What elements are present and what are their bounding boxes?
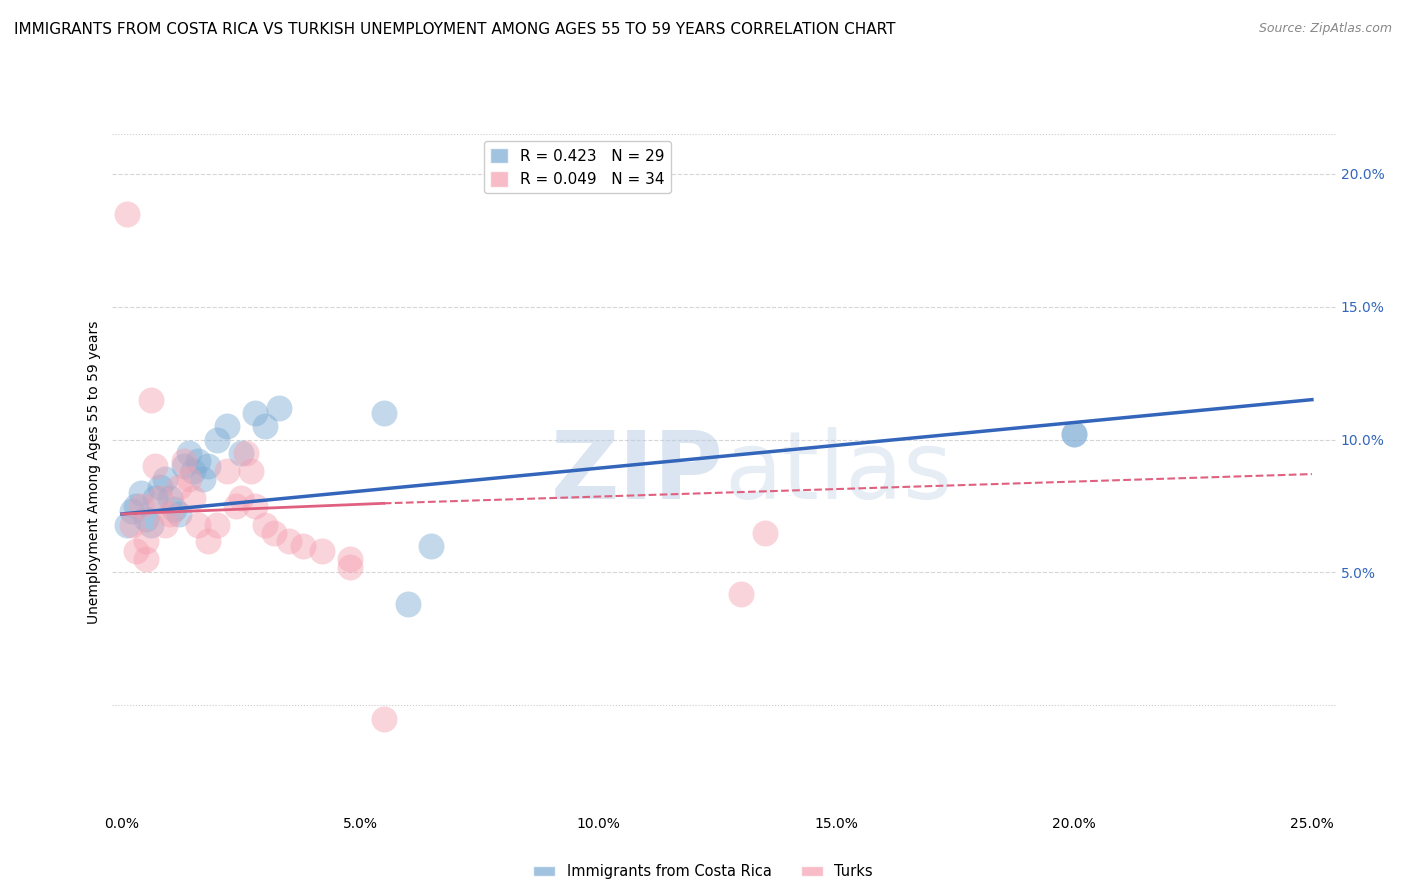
- Point: [159, 507, 181, 521]
- Point: [177, 472, 200, 486]
- Point: [143, 491, 166, 505]
- Point: [205, 433, 228, 447]
- Legend: R = 0.423   N = 29, R = 0.049   N = 34: R = 0.423 N = 29, R = 0.049 N = 34: [484, 142, 671, 194]
- Point: [115, 206, 138, 220]
- Point: [225, 499, 247, 513]
- Point: [173, 459, 195, 474]
- Point: [135, 512, 157, 526]
- Point: [135, 533, 157, 548]
- Point: [339, 560, 361, 574]
- Point: [129, 499, 152, 513]
- Point: [1063, 427, 1085, 442]
- Point: [205, 517, 228, 532]
- Point: [1063, 427, 1085, 442]
- Point: [125, 544, 148, 558]
- Point: [167, 507, 190, 521]
- Point: [143, 459, 166, 474]
- Text: ZIP: ZIP: [551, 426, 724, 519]
- Point: [311, 544, 333, 558]
- Point: [277, 533, 299, 548]
- Point: [396, 598, 419, 612]
- Point: [183, 465, 205, 479]
- Point: [197, 459, 219, 474]
- Point: [267, 401, 290, 415]
- Point: [373, 406, 395, 420]
- Point: [153, 517, 176, 532]
- Point: [149, 480, 172, 494]
- Point: [373, 712, 395, 726]
- Point: [215, 419, 238, 434]
- Text: IMMIGRANTS FROM COSTA RICA VS TURKISH UNEMPLOYMENT AMONG AGES 55 TO 59 YEARS COR: IMMIGRANTS FROM COSTA RICA VS TURKISH UN…: [14, 22, 896, 37]
- Point: [253, 419, 276, 434]
- Point: [159, 491, 181, 505]
- Y-axis label: Unemployment Among Ages 55 to 59 years: Unemployment Among Ages 55 to 59 years: [87, 321, 101, 624]
- Point: [135, 552, 157, 566]
- Point: [115, 517, 138, 532]
- Point: [149, 491, 172, 505]
- Point: [730, 587, 752, 601]
- Point: [177, 446, 200, 460]
- Point: [754, 525, 776, 540]
- Point: [121, 517, 143, 532]
- Point: [215, 465, 238, 479]
- Point: [183, 491, 205, 505]
- Text: Source: ZipAtlas.com: Source: ZipAtlas.com: [1258, 22, 1392, 36]
- Point: [253, 517, 276, 532]
- Point: [121, 504, 143, 518]
- Legend: Immigrants from Costa Rica, Turks: Immigrants from Costa Rica, Turks: [527, 858, 879, 885]
- Point: [197, 533, 219, 548]
- Point: [229, 446, 252, 460]
- Point: [239, 465, 262, 479]
- Point: [187, 517, 209, 532]
- Point: [139, 392, 162, 407]
- Point: [263, 525, 285, 540]
- Point: [167, 480, 190, 494]
- Point: [420, 539, 443, 553]
- Point: [339, 552, 361, 566]
- Point: [291, 539, 314, 553]
- Point: [163, 501, 186, 516]
- Point: [153, 472, 176, 486]
- Point: [125, 499, 148, 513]
- Text: atlas: atlas: [724, 426, 952, 519]
- Point: [229, 491, 252, 505]
- Point: [245, 406, 267, 420]
- Point: [187, 454, 209, 468]
- Point: [173, 454, 195, 468]
- Point: [191, 472, 214, 486]
- Point: [129, 485, 152, 500]
- Point: [245, 499, 267, 513]
- Point: [235, 446, 257, 460]
- Point: [139, 517, 162, 532]
